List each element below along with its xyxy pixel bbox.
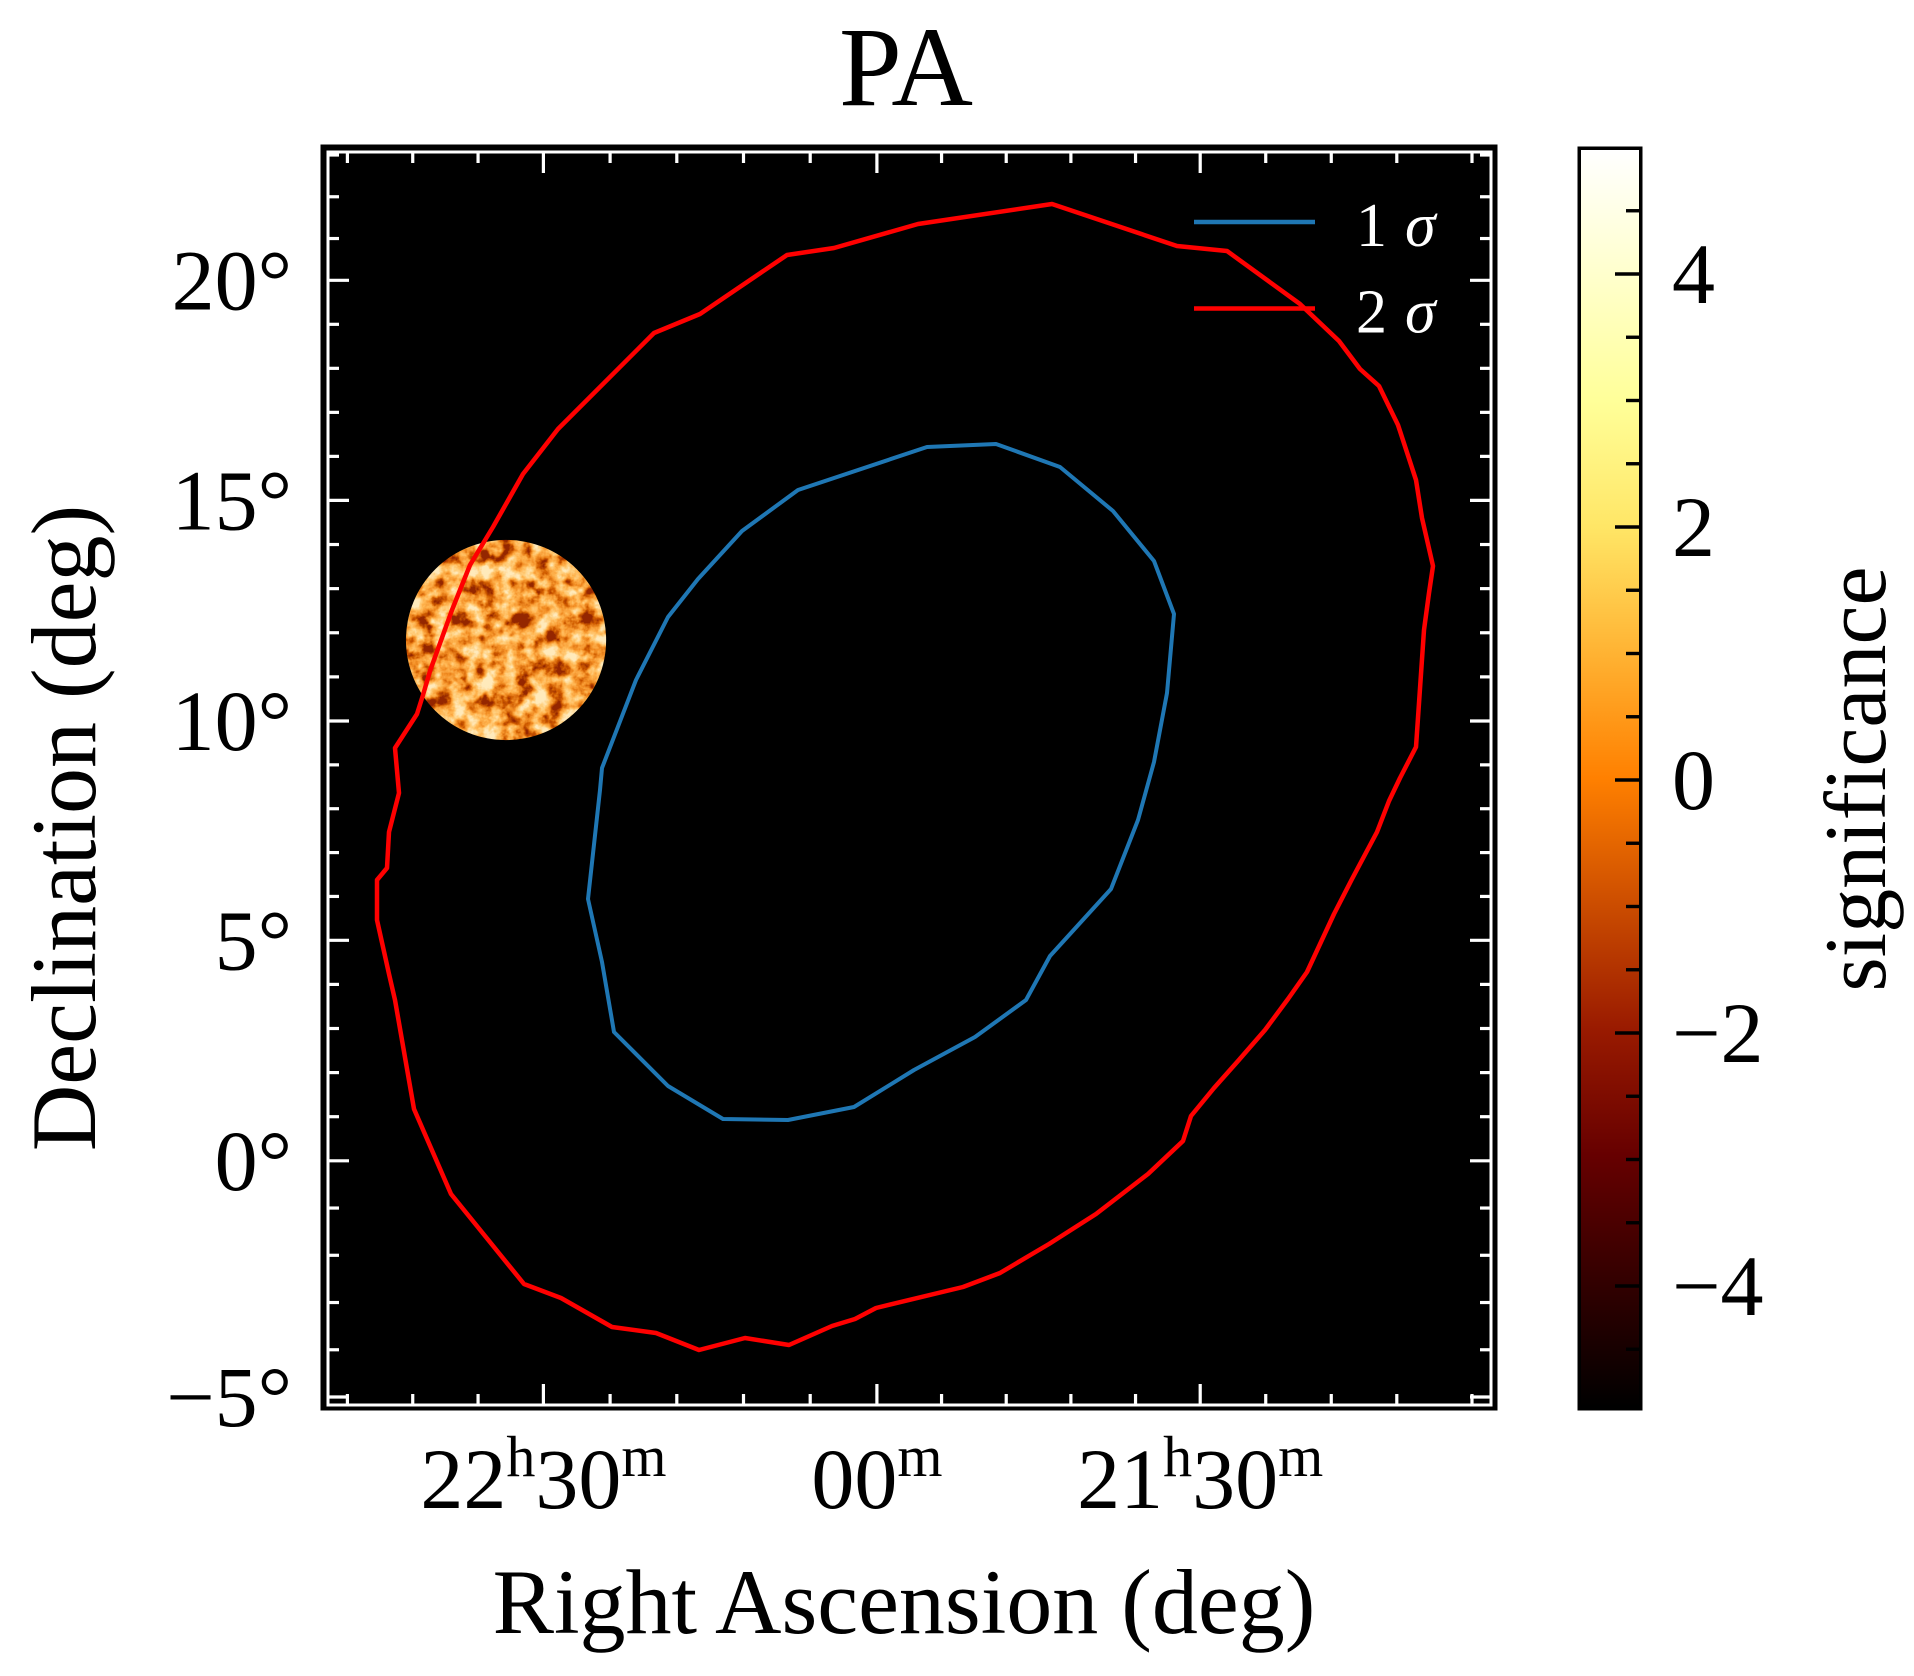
y-tick-label: 0° [215,1113,292,1209]
colorbar-tick-label: 4 [1672,226,1715,322]
y-tick-label: 10° [172,673,292,769]
y-tick-label: −5° [166,1349,292,1445]
x-axis-label: Right Ascension (deg) [493,1551,1316,1653]
contour-lines [374,201,1436,1353]
colorbar-tick-label: −2 [1672,985,1764,1081]
axes-ticks [328,152,1491,1405]
y-axis-label: Declination (deg) [13,505,115,1151]
y-tick-label: 20° [172,232,292,328]
colorbar-tick-label: −4 [1672,1238,1764,1334]
x-tick-labels: 22h​30m​ 00m​ 21h​30m​ [420,1424,1323,1527]
contour-2-sigma [374,201,1436,1353]
colorbar-tick-label: 2 [1672,479,1715,575]
colorbar-tick-labels: 4 2 0 −2 −4 [1672,226,1764,1334]
x-tick-label: 21h​30m​ [1077,1424,1323,1527]
legend: 1 σ2 σ [1194,192,1438,347]
contour-1-sigma [586,442,1176,1122]
y-tick-label: 5° [215,892,292,988]
colorbar-tick-label: 0 [1672,732,1715,828]
x-tick-label: 22h​30m​ [420,1424,666,1527]
y-tick-label: 15° [172,452,292,548]
y-tick-labels: 20° 15° 10° 5° 0° −5° [166,232,292,1445]
colorbar-ticks [1615,209,1639,1351]
colorbar-label: significance [1808,566,1905,991]
plot-title: PA [839,5,973,130]
plot-frame-and-background [320,144,1498,1411]
axes-spine [326,150,1493,1407]
x-tick-label: 00m​ [811,1424,942,1527]
